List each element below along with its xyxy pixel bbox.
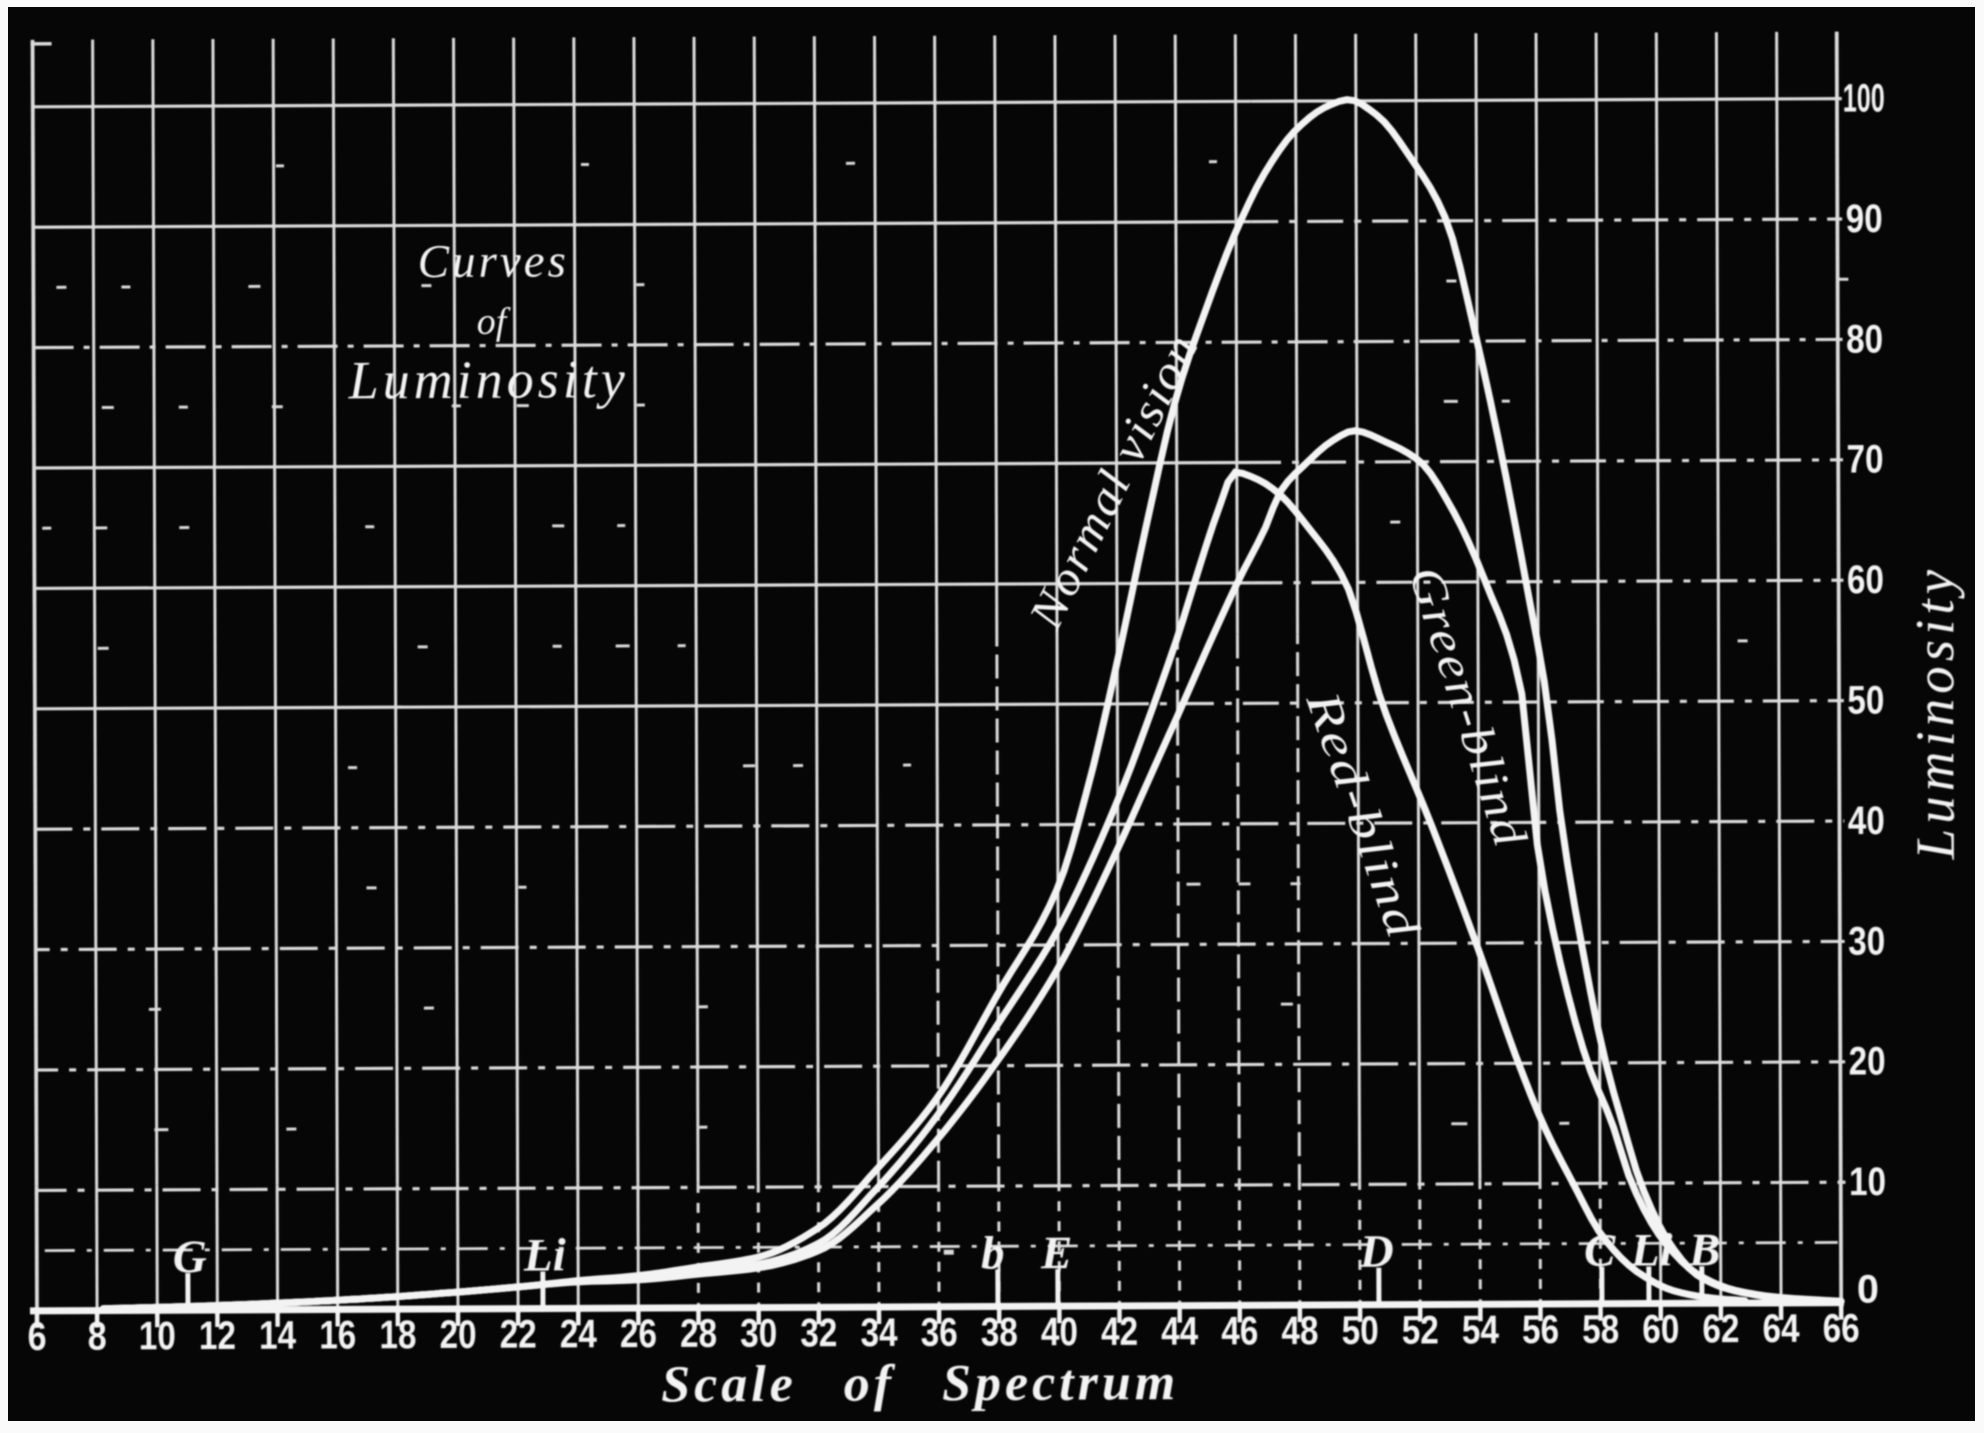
svg-text:Luminosity: Luminosity (1904, 565, 1966, 861)
svg-text:20: 20 (1849, 1040, 1886, 1084)
svg-text:40: 40 (1041, 1310, 1078, 1354)
svg-text:Curves: Curves (418, 235, 569, 288)
svg-text:10: 10 (1849, 1160, 1886, 1204)
svg-text:14: 14 (259, 1314, 297, 1358)
svg-text:54: 54 (1462, 1308, 1500, 1352)
svg-text:16: 16 (319, 1313, 356, 1357)
svg-text:30: 30 (740, 1311, 777, 1355)
svg-text:66: 66 (1823, 1307, 1860, 1351)
svg-text:50: 50 (1847, 678, 1884, 722)
svg-text:38: 38 (981, 1310, 1018, 1354)
svg-text:50: 50 (1342, 1309, 1379, 1353)
svg-text:26: 26 (620, 1312, 657, 1356)
svg-text:22: 22 (500, 1313, 537, 1357)
svg-text:60: 60 (1847, 558, 1884, 602)
svg-text:of: of (477, 301, 511, 343)
svg-text:60: 60 (1642, 1307, 1679, 1351)
svg-text:36: 36 (921, 1311, 958, 1355)
svg-text:46: 46 (1221, 1309, 1258, 1353)
svg-text:12: 12 (199, 1314, 236, 1358)
svg-text:42: 42 (1101, 1310, 1138, 1354)
svg-text:28: 28 (680, 1312, 717, 1356)
svg-text:Li: Li (1630, 1224, 1673, 1276)
svg-text:0: 0 (1857, 1267, 1879, 1311)
svg-text:64: 64 (1763, 1307, 1801, 1351)
svg-text:E: E (1040, 1227, 1073, 1279)
svg-text:C: C (1584, 1225, 1616, 1277)
svg-text:62: 62 (1702, 1307, 1739, 1351)
svg-text:52: 52 (1402, 1308, 1439, 1352)
svg-text:30: 30 (1848, 919, 1885, 963)
svg-text:B: B (1688, 1224, 1721, 1276)
svg-text:Li: Li (523, 1229, 566, 1281)
svg-text:G: G (173, 1231, 207, 1283)
svg-text:24: 24 (560, 1312, 598, 1356)
svg-text:32: 32 (800, 1311, 837, 1355)
svg-text:D: D (1359, 1226, 1394, 1278)
svg-text:34: 34 (860, 1311, 898, 1355)
svg-text:80: 80 (1846, 317, 1883, 361)
svg-text:70: 70 (1846, 438, 1883, 482)
svg-text:8: 8 (88, 1315, 107, 1359)
svg-text:48: 48 (1281, 1309, 1318, 1353)
svg-text:44: 44 (1161, 1310, 1199, 1354)
svg-text:90: 90 (1846, 197, 1883, 241)
svg-text:40: 40 (1848, 799, 1885, 843)
svg-text:b: b (981, 1227, 1005, 1279)
svg-text:18: 18 (379, 1313, 416, 1357)
svg-text:Scale of Spectrum: Scale of Spectrum (661, 1354, 1179, 1413)
svg-text:56: 56 (1522, 1308, 1559, 1352)
svg-text:6: 6 (27, 1315, 46, 1359)
svg-text:Luminosity: Luminosity (348, 349, 629, 410)
svg-text:58: 58 (1582, 1308, 1619, 1352)
svg-text:10: 10 (139, 1314, 176, 1358)
svg-text:20: 20 (439, 1313, 476, 1357)
svg-text:100: 100 (1843, 76, 1885, 120)
